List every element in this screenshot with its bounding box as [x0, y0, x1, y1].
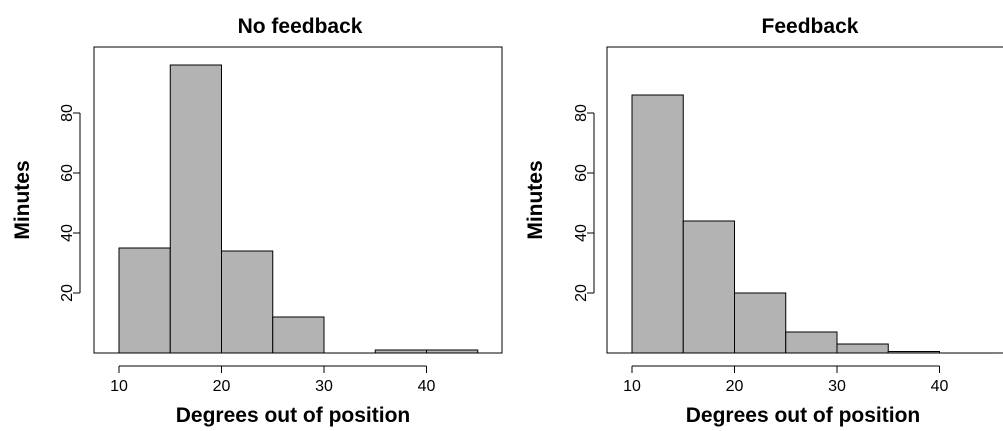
- histogram-bar: [169, 64, 222, 354]
- x-axis: 10 20 30 40: [623, 365, 949, 395]
- histogram-bar: [631, 94, 684, 354]
- y-tick-label: 60: [59, 164, 76, 182]
- x-tick-label: 30: [828, 378, 846, 395]
- x-axis: 10 20 30 40: [110, 365, 436, 395]
- x-tick-label: 20: [726, 378, 744, 395]
- histogram-bar: [426, 349, 479, 354]
- histogram-bar: [682, 220, 735, 354]
- x-tick-label: 40: [418, 378, 436, 395]
- x-tick-label: 30: [315, 378, 333, 395]
- bars: [118, 64, 479, 354]
- histogram-bar: [118, 247, 171, 354]
- histogram-bar: [272, 316, 325, 354]
- x-tick-label: 10: [110, 378, 128, 395]
- x-axis-label: Degrees out of position: [686, 404, 921, 427]
- bars: [631, 94, 992, 354]
- chart-title: Feedback: [762, 15, 859, 38]
- y-axis: 20 40 60 80: [573, 104, 595, 302]
- x-tick-label: 10: [623, 378, 641, 395]
- x-tick-label: 40: [931, 378, 949, 395]
- panel-no-feedback: No feedback 10 20 30 40 20 40 60 80 Degrees ou…: [11, 15, 503, 427]
- histogram-bar: [221, 250, 274, 354]
- y-tick-label: 40: [59, 224, 76, 242]
- histogram-bar: [887, 351, 940, 354]
- y-tick-label: 80: [573, 104, 590, 122]
- y-axis-label: Minutes: [11, 160, 34, 239]
- y-tick-label: 80: [59, 104, 76, 122]
- y-tick-label: 40: [573, 224, 590, 242]
- x-tick-label: 20: [213, 378, 231, 395]
- histogram-bar: [734, 292, 787, 354]
- histogram-bar: [836, 343, 889, 354]
- y-tick-label: 60: [573, 164, 590, 182]
- y-axis: 20 40 60 80: [59, 104, 81, 302]
- y-axis-label: Minutes: [524, 160, 547, 239]
- panel-feedback: Feedback 10 20 30 40 20 40 60 80 Degrees out o…: [524, 15, 1003, 427]
- histogram-bar: [374, 349, 427, 354]
- chart-title: No feedback: [238, 15, 363, 38]
- x-axis-label: Degrees out of position: [176, 404, 411, 427]
- y-tick-label: 20: [59, 284, 76, 302]
- histogram-bar: [785, 331, 838, 354]
- y-tick-label: 20: [573, 284, 590, 302]
